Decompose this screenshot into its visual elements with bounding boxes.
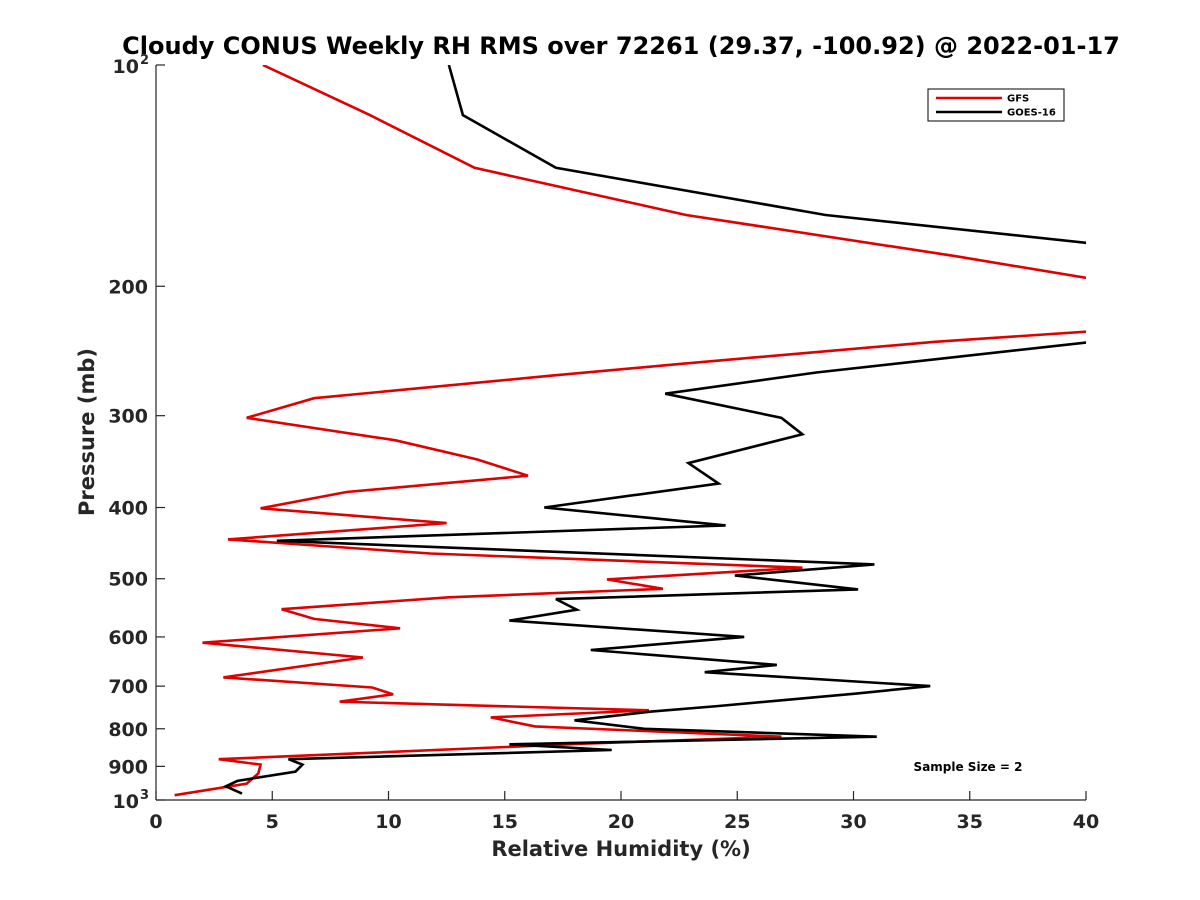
y-tick-label-base: 10: [113, 56, 139, 78]
y-tick-label-exponent: 2: [140, 53, 149, 68]
series-layer: [174, 65, 1086, 797]
plot-area: [174, 65, 1086, 797]
y-axis-label: Pressure (mb): [75, 348, 99, 516]
y-tick-label: 700: [108, 676, 148, 698]
series-line-goes-16: [222, 65, 1086, 795]
x-axis-label: Relative Humidity (%): [491, 837, 750, 861]
x-ticks: 0 5 10 15 20 25 30 35 40: [149, 791, 1099, 833]
x-tick-label: 35: [957, 811, 983, 833]
y-tick-label: 300: [108, 406, 148, 428]
x-tick-label: 15: [492, 811, 518, 833]
x-tick-label: 0: [149, 811, 162, 833]
legend-box: [927, 88, 1065, 122]
x-tick-label: 30: [840, 811, 866, 833]
x-tick-label: 20: [608, 811, 634, 833]
x-tick-label: 25: [724, 811, 750, 833]
y-tick-label: 400: [108, 498, 148, 520]
legend-label: GOES-16: [1007, 108, 1056, 119]
x-tick-label: 5: [266, 811, 279, 833]
y-tick-label: 600: [108, 627, 148, 649]
y-tick-label: 200: [108, 276, 148, 298]
y-tick-label-exponent: 3: [140, 788, 149, 803]
x-tick-label: 40: [1073, 811, 1099, 833]
legend: GFS GOES-16: [927, 88, 1065, 122]
axes: 0 5 10 15 20 25 30 35 40 10 220030040050060070080…: [108, 53, 1099, 833]
y-tick-label: 900: [108, 756, 148, 778]
series-line-gfs: [174, 65, 1086, 797]
y-tick-label-base: 10: [113, 791, 139, 813]
sample-size-annotation: Sample Size = 2: [914, 760, 1023, 774]
legend-label: GFS: [1007, 94, 1029, 105]
chart-title: Cloudy CONUS Weekly RH RMS over 72261 (2…: [122, 32, 1120, 60]
y-tick-label: 800: [108, 719, 148, 741]
x-tick-label: 10: [375, 811, 401, 833]
y-tick-label: 500: [108, 569, 148, 591]
legend-items: GFS GOES-16: [936, 94, 1056, 119]
